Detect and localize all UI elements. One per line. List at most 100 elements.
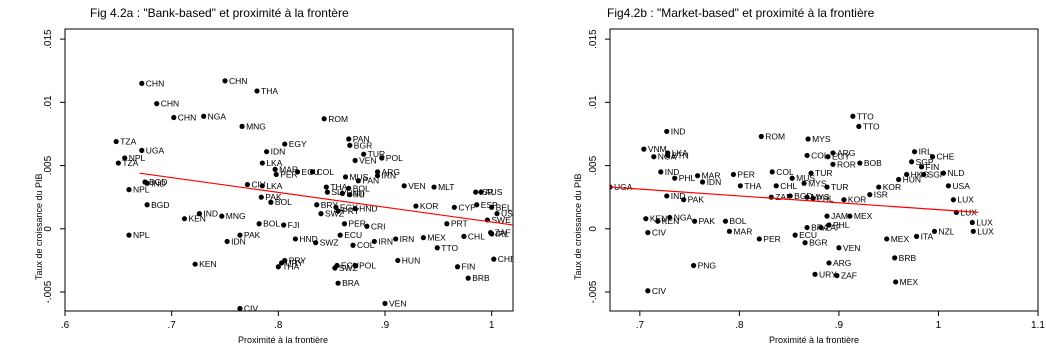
data-point [824, 213, 830, 219]
point-label: LUX [976, 217, 993, 227]
point-label: PHL [679, 173, 696, 183]
data-point [374, 169, 381, 175]
point-label: TUR [815, 168, 832, 178]
data-point [478, 189, 484, 195]
data-point [275, 264, 281, 270]
point-label: URY [286, 258, 304, 268]
data-point [434, 245, 440, 251]
point-label: NPL [133, 230, 150, 240]
data-point [431, 184, 437, 190]
point-label: IRN [378, 236, 393, 246]
point-label: THA [744, 181, 761, 191]
point-label: TTO [441, 243, 458, 253]
point-label: ITA [921, 231, 934, 241]
point-label: KEN [662, 216, 679, 226]
point-label: JAM [831, 211, 848, 221]
data-point [489, 231, 495, 237]
point-label: ROR [837, 159, 856, 169]
point-label: VEN [389, 298, 406, 308]
x-tick-label: .8 [735, 320, 744, 331]
point-label: BGD [151, 200, 169, 210]
point-label: SLV [331, 187, 347, 197]
data-point [893, 279, 899, 285]
point-label: USA [501, 209, 519, 219]
plot-frame [609, 28, 1039, 312]
data-point [641, 146, 647, 152]
point-label: KOR [420, 201, 438, 211]
data-point [824, 184, 830, 190]
point-label: TTO [857, 111, 874, 121]
data-point [489, 204, 495, 210]
point-label: PRT [451, 219, 468, 229]
point-label: MEX [854, 211, 873, 221]
data-point [655, 218, 661, 224]
points-group: TTOTTOINDROMMYSVNMNGALKABTNARGIRLCOLEGYC… [610, 111, 994, 296]
point-label: CHN [161, 99, 179, 109]
point-label: IRN [382, 171, 397, 181]
data-point [122, 155, 128, 161]
data-point [945, 183, 952, 189]
data-point [347, 192, 353, 198]
point-label: MEX [891, 234, 910, 244]
point-label: PAK [265, 192, 282, 202]
point-label: ZAF [825, 223, 841, 233]
point-label: PAN [362, 176, 379, 186]
y-tick-label: .015 [588, 29, 599, 49]
data-point [802, 240, 808, 246]
point-label: AUS [485, 187, 503, 197]
point-label: BGD [794, 191, 812, 201]
data-point [222, 78, 228, 84]
data-point [940, 170, 947, 176]
point-label: KEN [650, 214, 667, 224]
data-point [126, 187, 132, 193]
data-point [273, 171, 279, 178]
point-label: LKA [266, 158, 282, 168]
point-label: THA [330, 182, 347, 192]
point-label: CRI [371, 221, 386, 231]
point-label: BOL [275, 197, 292, 207]
y-axis-label: Taux de croissance du PIB [573, 173, 583, 280]
data-point [768, 194, 774, 200]
data-point [804, 194, 810, 200]
fit-line [610, 186, 979, 213]
data-point [144, 180, 150, 186]
data-point [268, 199, 274, 205]
point-label: ECU [344, 230, 362, 240]
point-label: IDN [707, 177, 722, 187]
panel-market-based: Fig4.2b : "Market-based" et proximité à … [523, 0, 1046, 349]
data-point [491, 256, 497, 262]
data-point [420, 235, 426, 241]
point-label: BOB [864, 158, 882, 168]
point-label: ARG [382, 167, 400, 177]
point-label: MEX [900, 277, 919, 287]
data-point [259, 160, 265, 166]
data-point [758, 133, 764, 140]
data-point [920, 171, 927, 178]
y-tick-label: .01 [43, 95, 54, 109]
point-label: HUN [903, 174, 921, 184]
point-label: PNG [698, 260, 716, 270]
point-label: CIV [652, 228, 667, 238]
data-point [171, 114, 177, 121]
point-label: IDN [231, 236, 246, 246]
point-label: TZA [120, 137, 136, 147]
y-tick-label: .005 [43, 155, 54, 175]
data-point [726, 228, 733, 234]
data-point [818, 224, 824, 231]
point-label: IND [665, 167, 680, 177]
data-point [309, 169, 316, 175]
point-label: MUS [796, 173, 815, 183]
point-label: URY [819, 269, 837, 279]
data-point [474, 202, 480, 208]
point-label: TUR [368, 149, 385, 159]
point-label: BRB [472, 273, 490, 283]
data-point [237, 232, 243, 238]
data-point [313, 240, 319, 246]
point-label: IND [671, 126, 686, 136]
point-label: PAK [688, 195, 705, 205]
chart-title: Fig4.2b : "Market-based" et proximité à … [607, 6, 875, 20]
point-label: CHN [178, 113, 196, 123]
data-point [339, 190, 345, 196]
point-label: MNG [246, 121, 266, 131]
